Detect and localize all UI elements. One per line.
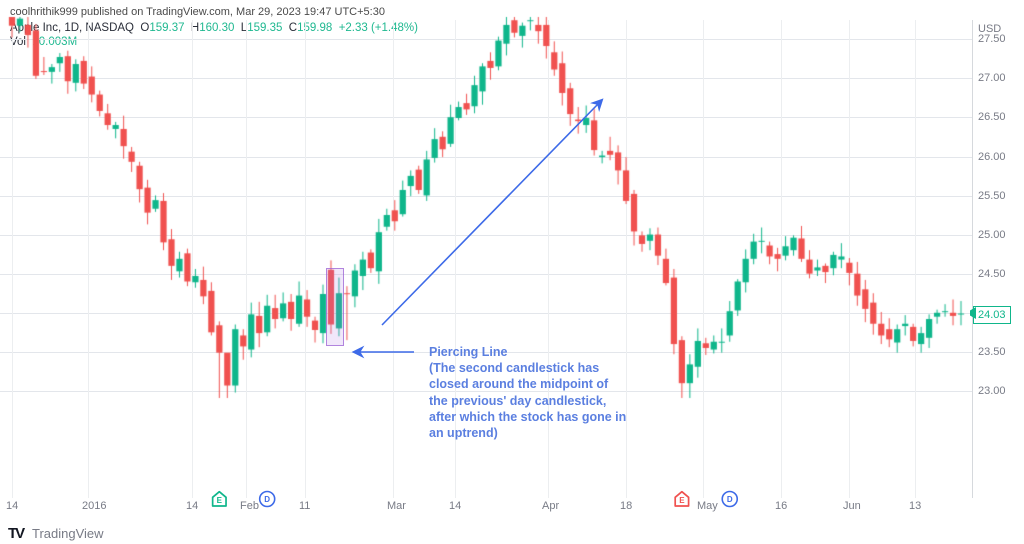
svg-text:D: D [727,495,733,504]
svg-text:D: D [264,495,270,504]
svg-text:E: E [217,496,223,505]
svg-text:E: E [679,496,685,505]
